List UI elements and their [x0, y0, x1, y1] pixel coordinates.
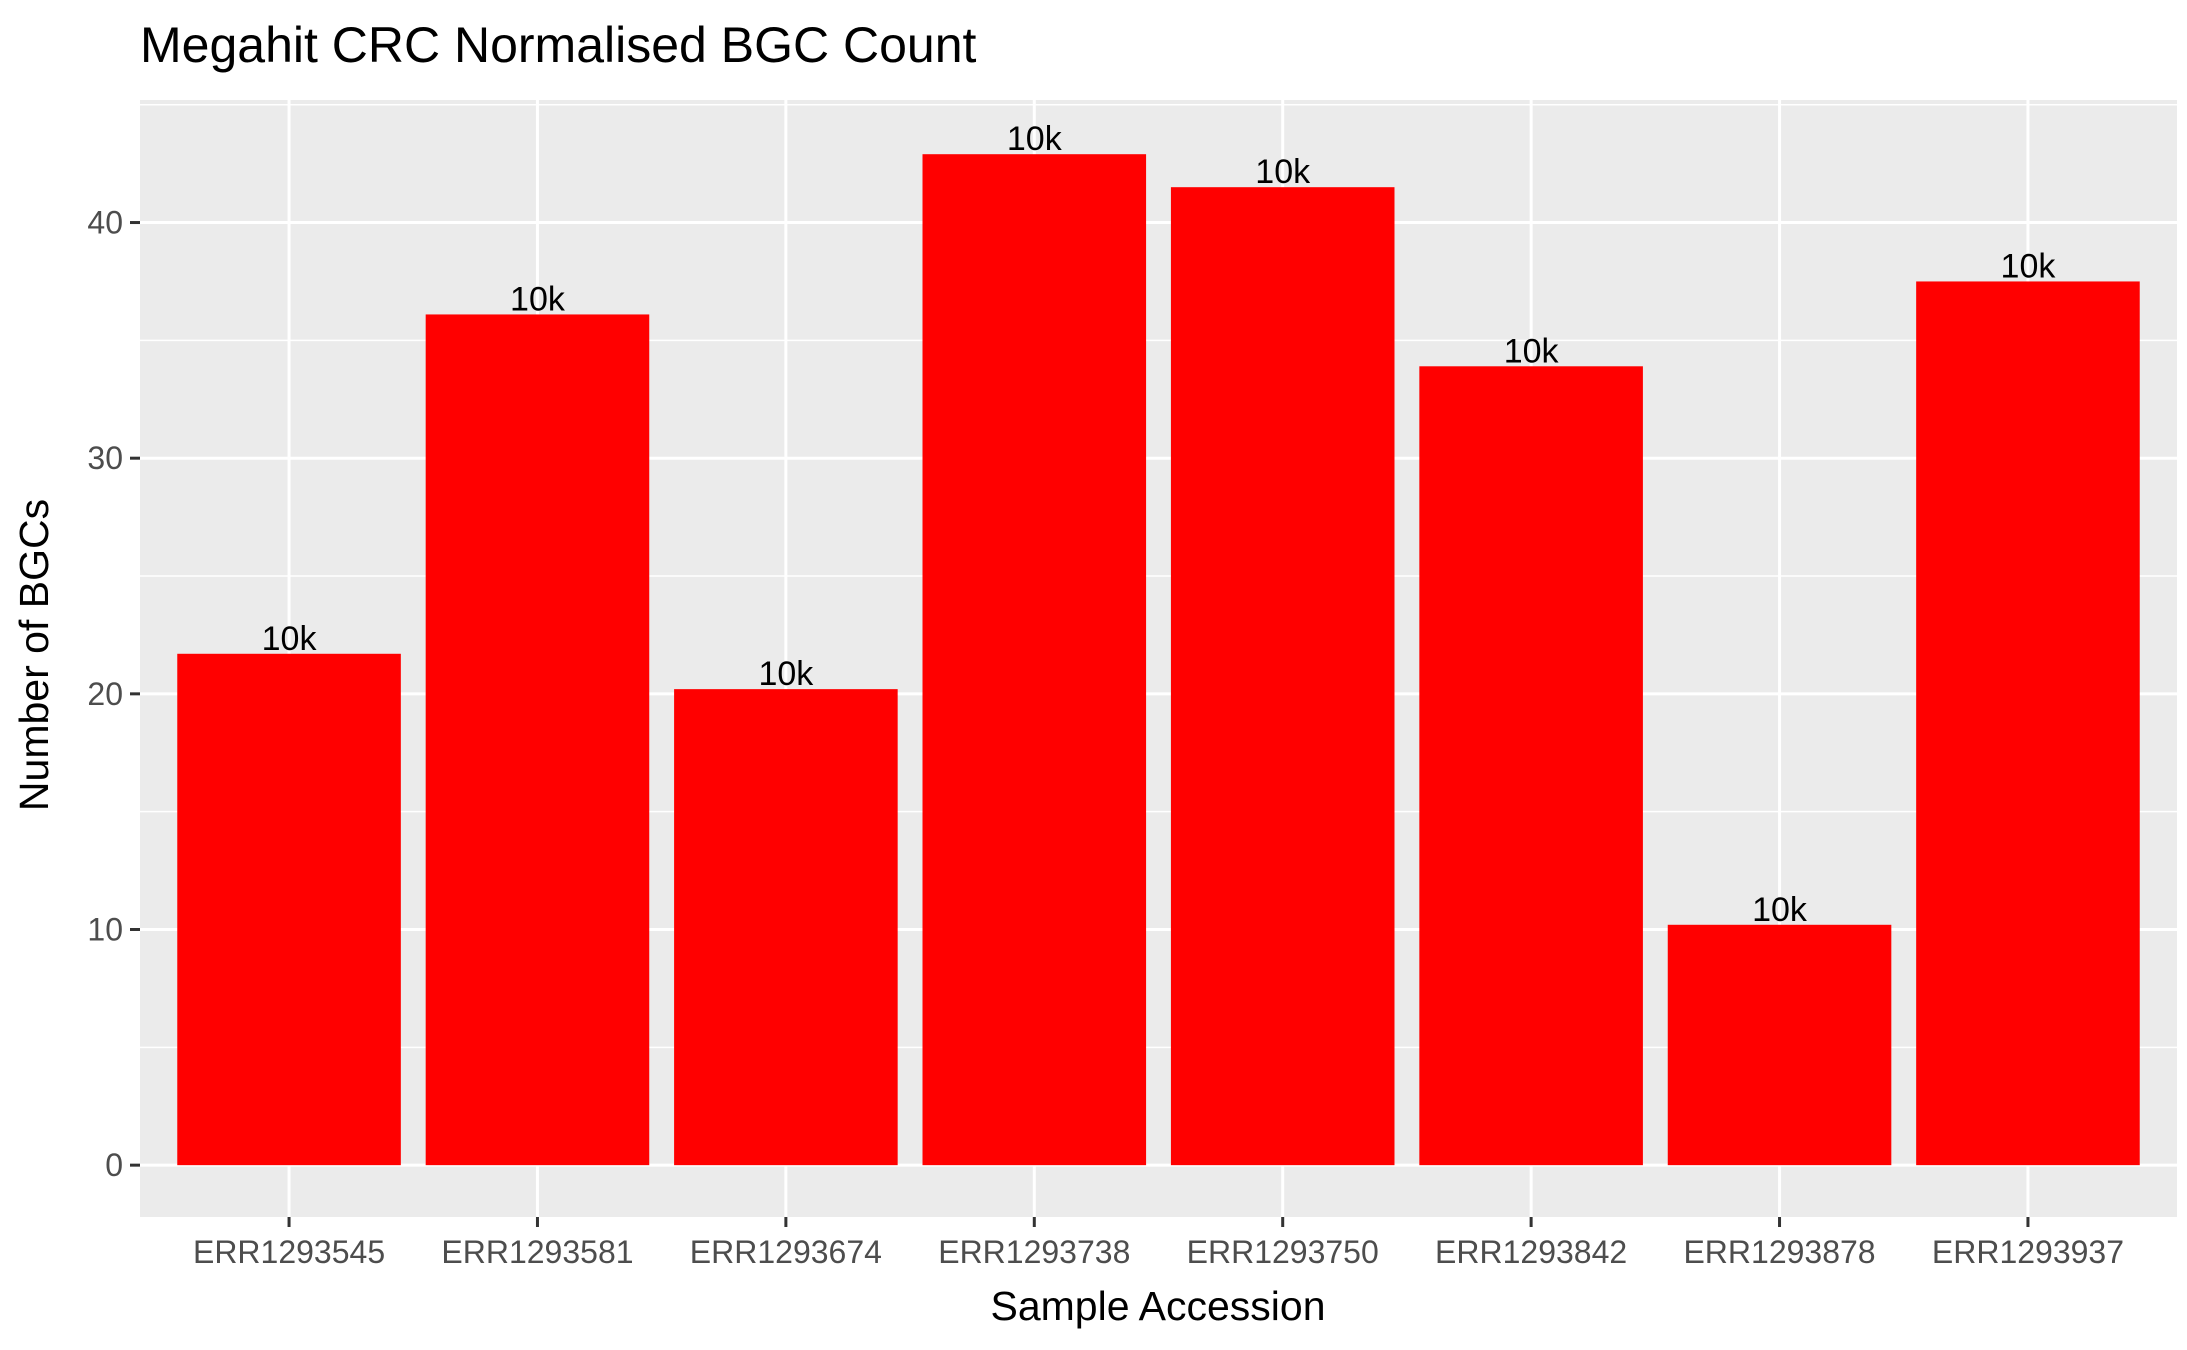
- bar-value-label: 10k: [262, 620, 318, 658]
- bar-value-label: 10k: [2001, 247, 2057, 285]
- x-tick-label: ERR1293581: [441, 1234, 633, 1270]
- x-tick-label: ERR1293750: [1187, 1234, 1379, 1270]
- bar-labels-group: 10k 10k 10k 10k 10k 10k 10k 10k: [262, 120, 2057, 929]
- bar-ERR1293878: [1667, 924, 1892, 1166]
- x-tick-label: ERR1293674: [690, 1234, 882, 1270]
- bar-ERR1293750: [1170, 187, 1395, 1166]
- x-tick-label: ERR1293842: [1435, 1234, 1627, 1270]
- bar-ERR1293842: [1419, 366, 1643, 1166]
- y-tick-label: 0: [105, 1147, 123, 1183]
- y-tick-label: 20: [87, 676, 123, 712]
- bar-ERR1293937: [1916, 281, 2140, 1166]
- bars-group: [177, 154, 2140, 1166]
- chart-title: Megahit CRC Normalised BGC Count: [140, 17, 977, 73]
- bar-value-label: 10k: [1752, 891, 1808, 929]
- x-axis: ERR1293545 ERR1293581 ERR1293674 ERR1293738…: [193, 1217, 2124, 1270]
- x-tick-label: ERR1293937: [1932, 1234, 2124, 1270]
- x-tick-label: ERR1293545: [193, 1234, 385, 1270]
- bar-value-label: 10k: [1007, 120, 1063, 158]
- x-tick-label: ERR1293878: [1683, 1234, 1875, 1270]
- y-tick-label: 10: [87, 912, 123, 948]
- bar-ERR1293738: [922, 154, 1147, 1166]
- bar-ERR1293581: [425, 314, 650, 1166]
- bar-ERR1293674: [674, 689, 898, 1166]
- bar-value-label: 10k: [510, 280, 566, 318]
- bar-value-label: 10k: [758, 655, 814, 693]
- x-axis-title: Sample Accession: [990, 1283, 1325, 1329]
- y-axis: 0 10 20 30 40: [87, 205, 140, 1183]
- y-axis-title: Number of BGCs: [11, 499, 57, 811]
- bar-value-label: 10k: [1255, 153, 1311, 191]
- bar-value-label: 10k: [1504, 332, 1560, 370]
- bar-ERR1293545: [177, 653, 401, 1166]
- x-tick-label: ERR1293738: [938, 1234, 1130, 1270]
- y-tick-label: 40: [87, 205, 123, 241]
- y-tick-label: 30: [87, 440, 123, 476]
